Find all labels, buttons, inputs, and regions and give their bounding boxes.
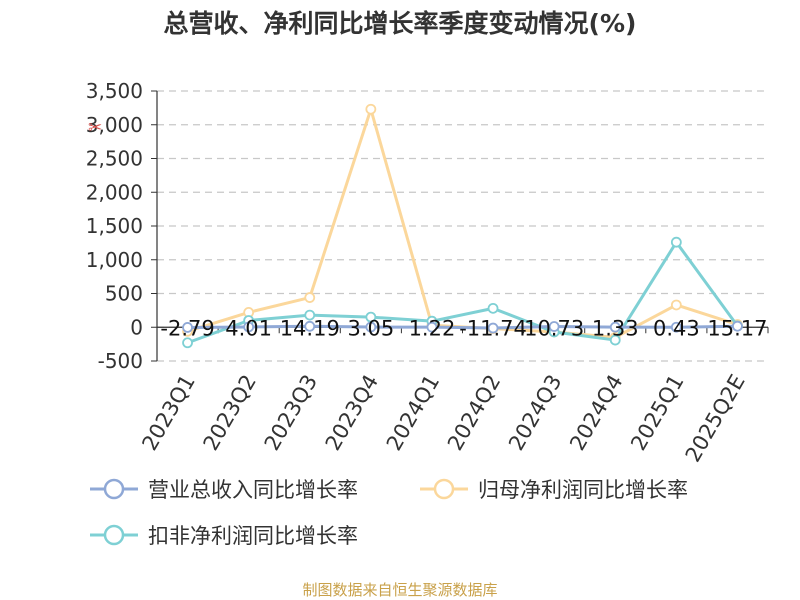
data-point [243, 321, 255, 333]
legend-circle [103, 524, 125, 546]
data-point [304, 320, 316, 332]
data-point [732, 320, 743, 332]
series-lines [182, 103, 743, 349]
series-line [187, 107, 738, 339]
legend-line-circle-icon [90, 524, 138, 546]
data-label: 3.05 [347, 316, 394, 340]
data-label: -11.74 [459, 316, 527, 340]
x-tick-label: 2024Q3 [504, 371, 566, 455]
data-label: 14.19 [280, 316, 340, 340]
source-footer: 制图数据来自恒生聚源数据库 [302, 581, 498, 599]
legend-line-circle-icon [420, 478, 468, 500]
legend-item-deducted-profit[interactable]: 扣非净利润同比增长率 [88, 520, 358, 550]
y-tick-label: 1,000 [86, 248, 143, 272]
x-tick-label: 2025Q2E [681, 371, 750, 467]
data-point [182, 337, 193, 349]
y-tick-label: 3,000 [86, 113, 143, 137]
data-label: 15.17 [707, 316, 767, 340]
data-label: 0.43 [653, 316, 700, 340]
chart-title: 总营收、净利同比增长率季度变动情况(%) [163, 9, 637, 38]
legend-item-revenue[interactable]: 营业总收入同比增长率 [88, 474, 358, 504]
data-point [365, 321, 377, 333]
data-point [487, 322, 499, 334]
legend-item-net-profit[interactable]: 归母净利润同比增长率 [418, 474, 688, 504]
y-tick-label: 2,000 [86, 180, 143, 204]
x-tick-label: 2024Q2 [443, 371, 505, 455]
data-point [670, 236, 682, 248]
data-point [670, 299, 682, 311]
series-line [187, 240, 739, 345]
data-label: 1.22 [409, 316, 456, 340]
axes: -500 0 500 1,000 1,500 2,000 2,500 3,000 3,500 20… [86, 79, 769, 467]
y-tick-label: 0 [130, 315, 143, 339]
y-tick-label: 2,500 [86, 147, 143, 171]
y-tick-label: 3,500 [86, 79, 143, 103]
data-point [304, 292, 316, 303]
data-point [365, 311, 377, 323]
data-point [182, 322, 193, 333]
x-tick-label: 2025Q1 [626, 371, 688, 455]
data-label: 10.73 [524, 316, 584, 340]
legend-label: 归母净利润同比增长率 [478, 478, 688, 502]
data-label: -2.79 [160, 316, 214, 340]
x-tick-label: 2024Q1 [382, 371, 444, 455]
x-tick-label: 2023Q1 [137, 371, 199, 455]
data-point [548, 321, 560, 332]
data-point [609, 321, 621, 333]
data-point [670, 321, 682, 333]
legend-circle [103, 478, 125, 500]
data-point [304, 309, 316, 321]
x-tick-label: 2023Q2 [199, 371, 261, 455]
data-point [365, 103, 377, 115]
legend-circle [433, 478, 455, 500]
data-point [487, 302, 499, 314]
legend-label: 营业总收入同比增长率 [148, 478, 358, 502]
scissors-icon: ✂ [88, 118, 103, 138]
data-point [426, 321, 438, 333]
legend-line-circle-icon [90, 478, 138, 500]
x-tick-label: 2024Q4 [565, 371, 627, 455]
y-tick-label: -500 [98, 349, 143, 373]
legend-label: 扣非净利润同比增长率 [148, 524, 358, 548]
data-label: 4.01 [225, 316, 272, 340]
y-tick-label: 500 [105, 282, 143, 306]
x-tick-label: 2023Q3 [260, 371, 322, 455]
series-line [187, 324, 738, 330]
y-tick-label: 1,500 [86, 214, 143, 238]
data-label: 1.33 [592, 316, 639, 340]
data-point [609, 334, 621, 346]
x-tick-label: 2023Q4 [321, 371, 383, 455]
